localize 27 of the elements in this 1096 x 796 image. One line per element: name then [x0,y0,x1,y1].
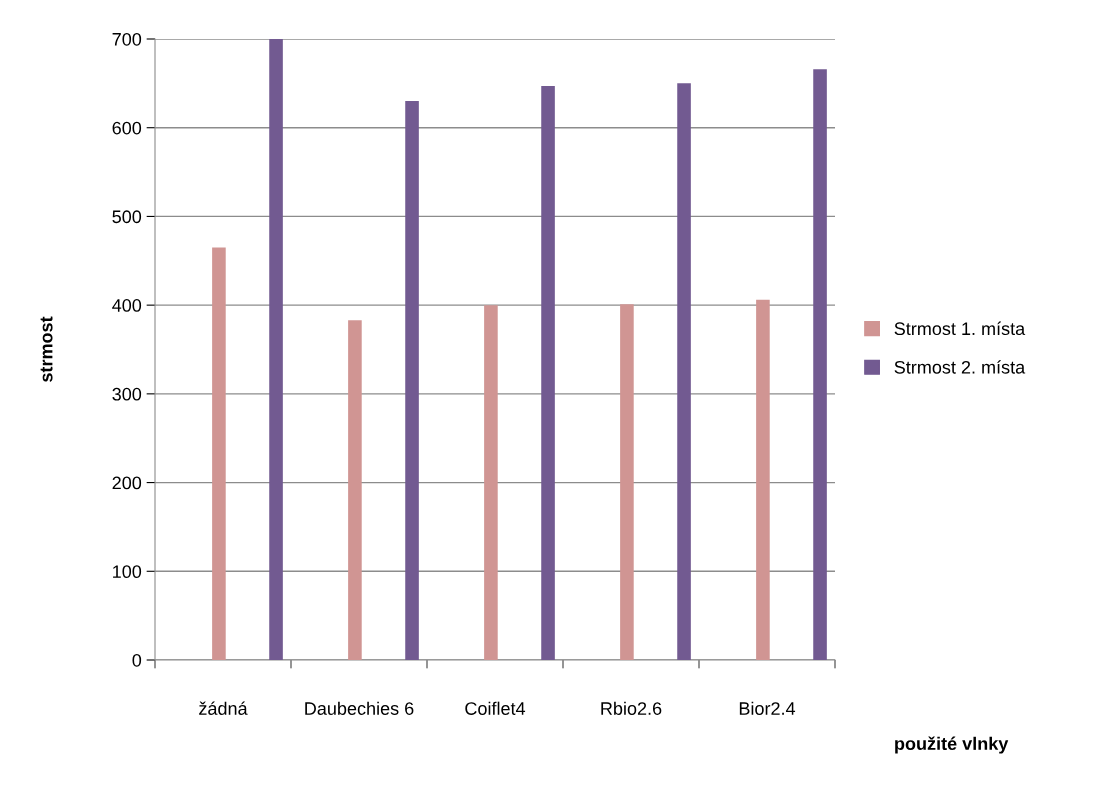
legend-label: Strmost 1. místa [894,321,1026,336]
y-tick-label: 100 [113,565,142,579]
y-tick-label: 200 [112,476,142,490]
bar [484,305,498,660]
y-tick-label: 0 [132,653,142,667]
y-tick-label: 700 [112,32,142,46]
y-tick-label: 500 [112,210,142,224]
bar [269,39,283,660]
x-tick-label: Rbio2.6 [601,701,662,715]
legend-label: Strmost 2. místa [894,360,1026,374]
x-tick-label: Coiflet4 [465,701,526,715]
bar [620,304,634,660]
bar [348,320,362,660]
y-tick-label: 600 [112,121,142,135]
x-axis-title: použité vlnky [895,736,1009,754]
bar [212,247,226,660]
x-tick-label: Bior2.4 [739,701,796,715]
x-tick-label: žádná [199,701,248,715]
y-axis-title: strmost [40,316,53,382]
bar [813,69,827,660]
bar [541,86,555,660]
bar [405,101,419,660]
x-tick-label: Daubechies 6 [305,701,414,715]
bar [677,83,691,660]
y-tick-label: 300 [112,387,142,401]
bar [756,299,770,660]
y-tick-label: 400 [112,299,142,312]
